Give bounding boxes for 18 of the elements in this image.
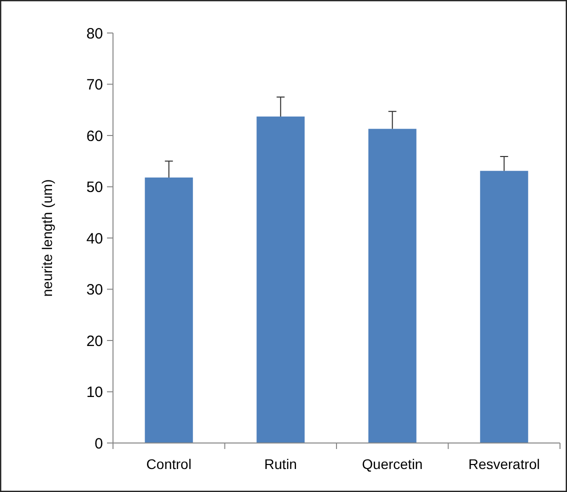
bar (256, 116, 305, 443)
y-tick-label: 20 (86, 332, 103, 350)
y-tick-label: 70 (86, 76, 103, 94)
bar (480, 170, 528, 443)
x-tick-label: Quercetin (362, 456, 423, 472)
bar (144, 178, 193, 443)
y-tick-label: 80 (86, 25, 103, 42)
y-tick-label: 10 (86, 384, 103, 401)
y-tick-label: 50 (86, 179, 103, 196)
y-tick-label: 0 (94, 435, 103, 452)
x-tick-label: Control (146, 456, 192, 472)
y-tick-label: 30 (86, 282, 103, 298)
bar (368, 128, 416, 443)
x-tick-label: Resveratrol (468, 456, 540, 472)
y-tick-label: 60 (86, 128, 103, 145)
y-axis-title: neurite length (um) (39, 179, 55, 297)
y-tick-label: 40 (86, 230, 103, 248)
x-tick-label: Rutin (264, 456, 297, 472)
